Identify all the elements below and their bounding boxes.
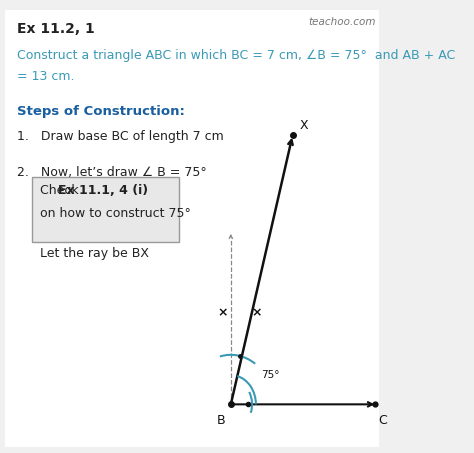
Text: Construct a triangle ABC in which BC = 7 cm, ∠B = 75°  and AB + AC: Construct a triangle ABC in which BC = 7…	[17, 48, 455, 62]
Text: X: X	[300, 120, 308, 132]
Text: Ex 11.1, 4 (i): Ex 11.1, 4 (i)	[58, 184, 148, 197]
Text: 75°: 75°	[261, 370, 279, 380]
FancyBboxPatch shape	[5, 10, 379, 447]
Text: 2.   Now, let’s draw ∠ B = 75°: 2. Now, let’s draw ∠ B = 75°	[17, 166, 207, 179]
FancyBboxPatch shape	[32, 177, 179, 242]
Text: on how to construct 75°: on how to construct 75°	[40, 207, 191, 220]
Text: teachoo.com: teachoo.com	[308, 17, 375, 27]
Text: ×: ×	[252, 306, 262, 319]
Text: Check: Check	[40, 184, 82, 197]
Text: B: B	[217, 414, 226, 427]
Text: Steps of Construction:: Steps of Construction:	[17, 105, 185, 118]
Text: = 13 cm.: = 13 cm.	[17, 70, 74, 83]
Text: C: C	[379, 414, 387, 427]
Text: Let the ray be BX: Let the ray be BX	[40, 247, 149, 260]
Text: 1.   Draw base BC of length 7 cm: 1. Draw base BC of length 7 cm	[17, 130, 224, 143]
Text: Ex 11.2, 1: Ex 11.2, 1	[17, 22, 95, 36]
Text: ×: ×	[218, 306, 228, 319]
